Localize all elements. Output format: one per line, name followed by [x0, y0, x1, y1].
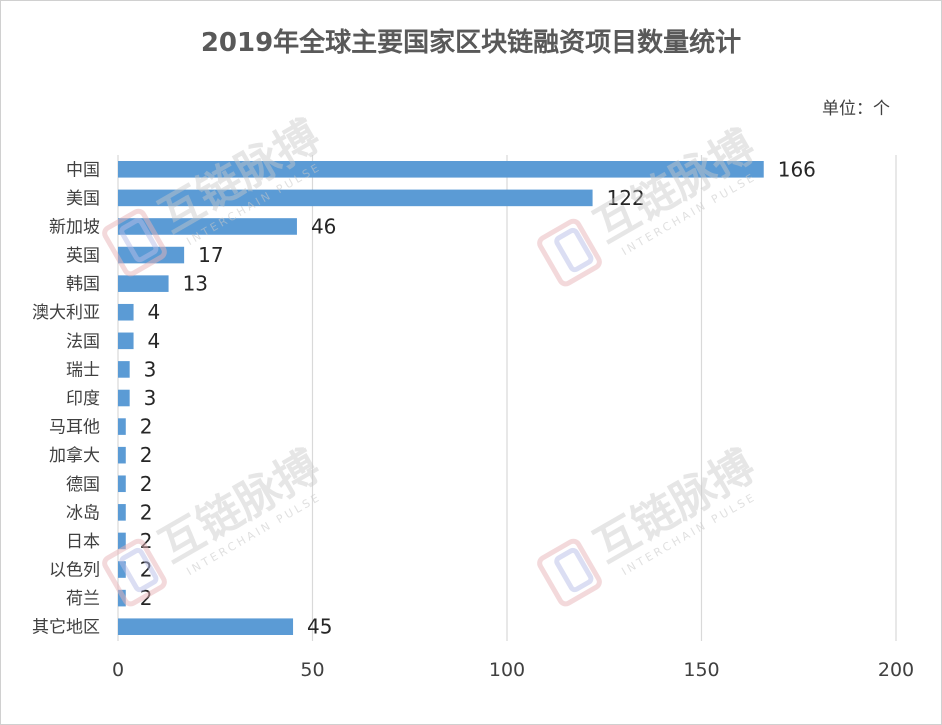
bar-8 [118, 389, 130, 407]
category-label-4: 韩国 [66, 275, 100, 295]
value-label-4: 13 [183, 272, 208, 296]
x-tick-label-1: 50 [300, 659, 324, 681]
category-label-11: 德国 [66, 475, 100, 495]
watermark-logo-icon [102, 208, 167, 277]
bar-12 [118, 504, 126, 521]
bar-1 [118, 189, 593, 207]
bar-16 [118, 618, 294, 635]
category-label-8: 印度 [66, 389, 100, 409]
value-label-16: 45 [307, 615, 332, 639]
bar-5 [118, 303, 134, 321]
value-label-10: 2 [140, 443, 153, 467]
value-label-6: 4 [148, 329, 161, 353]
bar-2 [118, 218, 297, 235]
bar-4 [118, 275, 169, 292]
category-label-15: 荷兰 [66, 589, 100, 609]
category-label-2: 新加坡 [49, 217, 100, 237]
bar-7 [118, 361, 130, 378]
category-label-12: 冰岛 [66, 503, 100, 523]
value-label-2: 46 [311, 214, 336, 238]
watermark-logo-icon [537, 538, 602, 607]
watermark-logo-inner-icon [554, 547, 594, 593]
unit-label: 单位：个 [822, 99, 890, 119]
category-label-6: 法国 [66, 332, 100, 352]
watermark-logo-icon [537, 218, 602, 287]
bars [118, 161, 764, 635]
category-label-5: 澳大利亚 [32, 303, 100, 323]
value-label-12: 2 [140, 500, 153, 524]
value-label-8: 3 [144, 386, 157, 410]
value-label-1: 122 [607, 186, 645, 210]
value-label-9: 2 [140, 415, 153, 439]
x-tick-label-0: 0 [112, 659, 124, 681]
value-label-3: 17 [198, 243, 223, 267]
watermark-logo-inner-icon [554, 227, 594, 273]
value-label-7: 3 [144, 357, 157, 381]
value-label-0: 166 [778, 157, 816, 181]
category-label-13: 日本 [66, 532, 100, 552]
category-label-9: 马耳他 [49, 418, 100, 438]
bar-13 [118, 532, 126, 550]
x-tick-label-4: 200 [878, 659, 914, 681]
watermark-logo-icon [102, 538, 167, 607]
x-tick-labels: 0 50 100 150 200 [112, 659, 914, 681]
bar-6 [118, 332, 134, 350]
category-label-16: 其它地区 [32, 618, 100, 638]
bar-11 [118, 475, 126, 493]
value-label-11: 2 [140, 472, 153, 496]
bar-10 [118, 446, 126, 464]
category-label-1: 美国 [66, 189, 100, 209]
bar-9 [118, 418, 126, 435]
x-tick-label-3: 150 [683, 659, 719, 681]
watermark-logo-inner-icon [119, 547, 159, 593]
gridlines [117, 155, 897, 641]
watermark-logo-inner-icon [119, 217, 159, 263]
category-labels: 中国美国新加坡英国韩国澳大利亚法国瑞士印度马耳他加拿大德国冰岛日本以色列荷兰其它… [32, 160, 100, 637]
category-label-0: 中国 [66, 160, 100, 180]
category-label-10: 加拿大 [49, 445, 100, 466]
value-label-5: 4 [148, 300, 161, 324]
bar-14 [118, 561, 126, 578]
chart-title: 2019年全球主要国家区块链融资项目数量统计 [200, 28, 742, 58]
category-label-14: 以色列 [49, 561, 100, 581]
category-label-7: 瑞士 [66, 360, 100, 380]
x-tick-label-2: 100 [489, 659, 525, 681]
category-label-3: 英国 [66, 246, 100, 266]
bar-0 [118, 161, 764, 178]
